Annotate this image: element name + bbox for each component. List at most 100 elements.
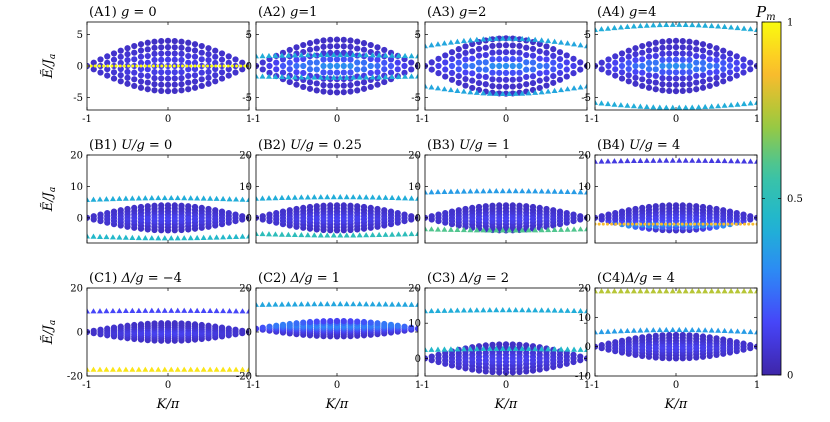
- band-point: [496, 49, 502, 55]
- band-point: [686, 51, 692, 57]
- band-point: [226, 73, 232, 79]
- bound-state-marker: [123, 235, 129, 240]
- bound-state-marker: [683, 288, 689, 293]
- bound-state-marker: [709, 327, 715, 332]
- bound-state-marker: [402, 302, 408, 307]
- band-point: [341, 56, 347, 62]
- band-point: [503, 84, 509, 90]
- band-point: [740, 341, 746, 347]
- flat-band-point: [623, 223, 626, 226]
- band-point: [626, 48, 632, 54]
- ytick-label: 0: [77, 328, 83, 339]
- band-point: [266, 324, 272, 330]
- panel-title: (C2) Δ/g = 1: [258, 271, 340, 286]
- bound-state-marker: [350, 301, 356, 306]
- band-point: [118, 207, 124, 213]
- band-point: [327, 56, 333, 62]
- bound-state-marker: [201, 195, 207, 200]
- band-point: [232, 212, 238, 218]
- bound-state-marker: [618, 102, 624, 107]
- band-point: [503, 49, 509, 55]
- band-point: [570, 70, 576, 76]
- bound-state-marker: [181, 235, 187, 240]
- band-point: [693, 60, 699, 66]
- band-point: [172, 69, 178, 75]
- bound-state-marker: [207, 196, 213, 201]
- band-point: [476, 80, 482, 86]
- bound-state-marker: [493, 307, 499, 312]
- band-point: [686, 75, 692, 81]
- band-point: [680, 82, 686, 88]
- bound-state-marker: [480, 188, 486, 193]
- bound-state-marker: [123, 196, 129, 201]
- panel-b2: 01020(B2) U/g = 0.25: [239, 138, 421, 243]
- bound-state-marker: [650, 288, 656, 293]
- band-point: [537, 56, 543, 62]
- band-point: [659, 39, 665, 45]
- band-point: [469, 48, 475, 54]
- bound-state-marker: [702, 327, 708, 332]
- band-point: [680, 88, 686, 94]
- band-point: [666, 57, 672, 63]
- band-point: [700, 47, 706, 53]
- band-point: [327, 83, 333, 89]
- bound-state-marker: [298, 232, 304, 237]
- plot-area: [592, 288, 760, 361]
- bound-state-marker: [168, 195, 174, 200]
- band-point: [320, 69, 326, 75]
- bound-state-marker: [644, 327, 650, 332]
- band-point: [158, 57, 164, 63]
- flat-band-point: [202, 65, 205, 68]
- plot-area: [253, 301, 421, 339]
- bound-state-marker: [702, 288, 708, 293]
- bound-state-marker: [344, 194, 350, 199]
- band-point: [307, 66, 313, 72]
- band-point: [145, 40, 151, 46]
- bound-state-marker: [376, 195, 382, 200]
- band-point: [131, 205, 137, 211]
- band-point: [720, 207, 726, 213]
- flat-band-point: [598, 223, 601, 226]
- band-point: [727, 69, 733, 75]
- band-point: [151, 87, 157, 93]
- bound-state-marker: [519, 188, 525, 193]
- bound-state-marker: [298, 301, 304, 306]
- bound-state-marker: [279, 232, 285, 237]
- bound-state-marker: [532, 188, 538, 193]
- band-point: [287, 321, 293, 327]
- bound-state-marker: [136, 308, 142, 313]
- band-point: [550, 207, 556, 213]
- bound-state-marker: [428, 84, 434, 89]
- bound-state-marker: [748, 26, 754, 31]
- plot-area: [422, 35, 590, 97]
- plot-area: [84, 308, 252, 372]
- band-point: [605, 56, 611, 62]
- band-point: [158, 44, 164, 50]
- band-point: [646, 47, 652, 53]
- bound-state-marker: [337, 194, 343, 199]
- bound-state-marker: [454, 39, 460, 44]
- band-point: [700, 333, 706, 339]
- band-point: [374, 63, 380, 69]
- band-point: [666, 88, 672, 94]
- band-point: [456, 207, 462, 213]
- band-point: [503, 77, 509, 83]
- bound-state-marker: [136, 195, 142, 200]
- bound-state-marker: [657, 22, 663, 27]
- band-point: [124, 81, 130, 87]
- bound-state-marker: [259, 73, 265, 78]
- band-point: [639, 334, 645, 340]
- band-point: [260, 66, 266, 72]
- band-point: [632, 51, 638, 57]
- band-point: [537, 70, 543, 76]
- band-point: [118, 72, 124, 78]
- band-point: [666, 44, 672, 50]
- band-point: [280, 70, 286, 76]
- band-point: [300, 84, 306, 90]
- band-point: [659, 81, 665, 87]
- band-point: [165, 69, 171, 75]
- bound-state-marker: [513, 188, 519, 193]
- band-point: [260, 213, 266, 219]
- flat-band-point: [223, 65, 226, 68]
- bound-state-marker: [480, 307, 486, 312]
